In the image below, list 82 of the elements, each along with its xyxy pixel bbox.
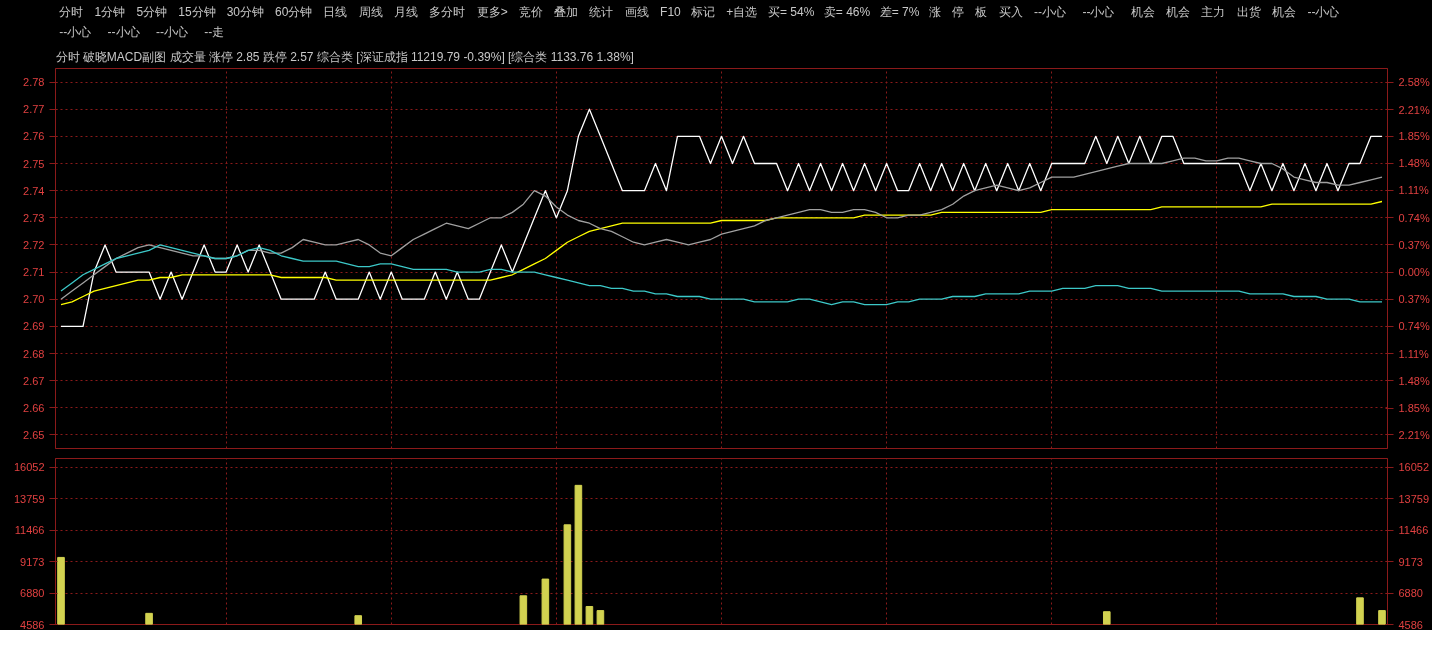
y2-tick-label: 1.85% bbox=[1398, 402, 1430, 415]
y2-tick-label: 0.37% bbox=[1398, 238, 1430, 251]
y-tick-label: 9173 bbox=[20, 555, 45, 568]
text: 机会 bbox=[1272, 4, 1297, 19]
y-tick-label: 2.71 bbox=[23, 266, 45, 279]
text: 月线 bbox=[394, 4, 419, 19]
y-tick-label: 2.76 bbox=[23, 130, 45, 143]
text: 涨 bbox=[928, 4, 941, 19]
text: 分时 bbox=[59, 4, 84, 19]
y2-tick-label: 0.74% bbox=[1398, 211, 1430, 224]
y2-tick-label: 1.11% bbox=[1398, 347, 1430, 360]
text: 买入 bbox=[998, 4, 1023, 19]
text: --走 bbox=[204, 24, 225, 39]
text: 1分钟 bbox=[94, 4, 126, 19]
text: --小心 bbox=[155, 24, 188, 39]
text: 板 bbox=[974, 4, 988, 19]
y-tick-label: 2.72 bbox=[23, 238, 45, 251]
text: --小心 bbox=[1034, 4, 1067, 19]
text: 买= 54% bbox=[768, 4, 815, 19]
line-series bbox=[60, 200, 1383, 306]
line-series bbox=[60, 108, 1383, 328]
y-tick-label: 4586 bbox=[20, 618, 45, 631]
y2-tick-label: 6880 bbox=[1398, 587, 1423, 600]
text: 竞价 bbox=[518, 4, 543, 19]
text: +自选 bbox=[726, 4, 758, 19]
text: 卖= 46% bbox=[823, 4, 871, 19]
y-tick-label: 16052 bbox=[13, 461, 45, 474]
y-tick-label: 2.77 bbox=[23, 103, 45, 116]
text: 差= 7% bbox=[879, 4, 920, 19]
y2-tick-label: 4586 bbox=[1398, 618, 1423, 631]
text: --小心 bbox=[59, 24, 92, 39]
text: 5分钟 bbox=[136, 4, 168, 19]
text: 停 bbox=[952, 4, 965, 19]
y2-tick-label: 13759 bbox=[1398, 492, 1430, 505]
text: 画线 bbox=[624, 4, 649, 19]
y2-tick-label: 11466 bbox=[1398, 524, 1429, 537]
y-tick-label: 2.74 bbox=[23, 184, 45, 197]
y-tick-label: 2.75 bbox=[23, 157, 45, 170]
text: 出货 bbox=[1236, 4, 1261, 19]
text: 日线 bbox=[323, 4, 348, 19]
y2-tick-label: 1.48% bbox=[1398, 157, 1430, 170]
y2-tick-label: 2.58% bbox=[1398, 76, 1430, 89]
text: 更多> bbox=[476, 4, 508, 19]
y2-tick-label: 1.11% bbox=[1398, 184, 1430, 197]
y-tick-label: 13759 bbox=[13, 492, 45, 505]
y-tick-label: 2.73 bbox=[23, 211, 45, 224]
y2-tick-label: 9173 bbox=[1398, 555, 1423, 568]
text: 15分钟 bbox=[178, 4, 216, 19]
y-tick-label: 2.78 bbox=[23, 76, 45, 89]
text: 标记 bbox=[689, 4, 715, 19]
y-tick-label: 2.69 bbox=[23, 320, 45, 333]
y-tick-label: 2.67 bbox=[23, 374, 45, 387]
y2-tick-label: 2.21% bbox=[1398, 428, 1430, 441]
text: 周线 bbox=[358, 4, 383, 19]
text: 60分钟 bbox=[275, 4, 313, 19]
y-tick-label: 2.66 bbox=[23, 401, 45, 414]
text: 机会 bbox=[1130, 4, 1155, 19]
text: 多分时 bbox=[429, 4, 466, 19]
chart-title: 分时 破晓MACD副图 成交量 涨停 2.85 跌停 2.57 综合类 [深证成指 11219.79 -0.39%] [综合类 1133.76 1.38%] bbox=[55, 49, 634, 64]
text: F10 bbox=[660, 4, 682, 19]
text: --小心 bbox=[1082, 4, 1115, 19]
y-tick-label: 6880 bbox=[20, 587, 45, 600]
text: 叠加 bbox=[554, 4, 579, 19]
y-tick-label: 2.65 bbox=[23, 428, 45, 441]
line-series bbox=[60, 157, 1383, 300]
y2-tick-label: 16052 bbox=[1398, 461, 1430, 474]
text: 统计 bbox=[589, 4, 614, 19]
text: --小心 bbox=[107, 24, 140, 39]
line-series bbox=[60, 244, 1383, 306]
y-tick-label: 2.70 bbox=[23, 293, 45, 306]
y-tick-label: 11466 bbox=[14, 524, 45, 537]
text: 主力 bbox=[1201, 4, 1226, 19]
y2-tick-label: 0.74% bbox=[1398, 320, 1430, 333]
y-tick-label: 2.68 bbox=[23, 347, 45, 360]
text: --小心 bbox=[1307, 4, 1340, 19]
y2-tick-label: 1.48% bbox=[1398, 374, 1430, 387]
text: 30分钟 bbox=[226, 4, 265, 19]
y2-tick-label: 1.85% bbox=[1398, 130, 1430, 143]
y2-tick-label: 0.37% bbox=[1398, 293, 1430, 306]
y2-tick-label: 0.00% bbox=[1398, 266, 1430, 279]
y2-tick-label: 2.21% bbox=[1398, 103, 1430, 116]
text: 机会 bbox=[1166, 4, 1191, 19]
